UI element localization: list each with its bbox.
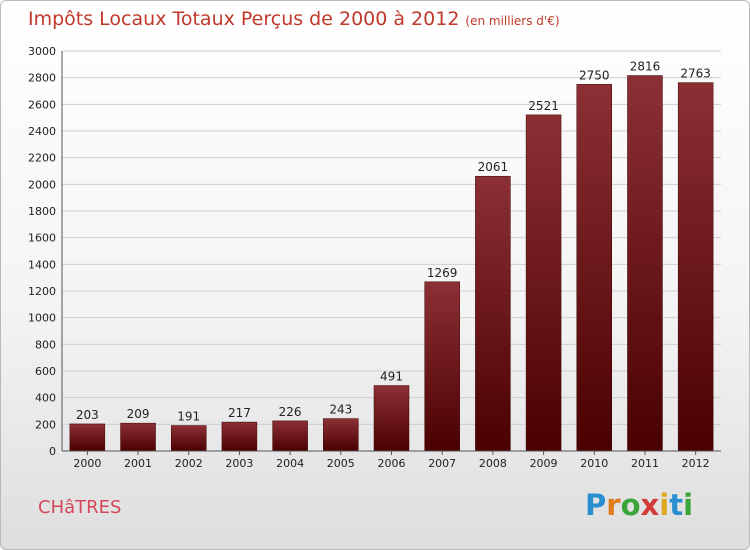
logo-letter: r	[606, 488, 621, 522]
x-tick-label: 2009	[530, 457, 558, 470]
y-tick-label: 2800	[28, 72, 56, 85]
x-tick-label: 2004	[276, 457, 304, 470]
chart-unit: (en milliers d'€)	[465, 14, 560, 28]
logo-letter: P	[585, 488, 607, 522]
x-tick-label: 2011	[631, 457, 659, 470]
bars	[69, 75, 714, 452]
bar-value-label: 2521	[528, 99, 559, 113]
chart-title-text: Impôts Locaux Totaux Perçus de 2000 à 20…	[28, 8, 460, 30]
y-tick-label: 200	[35, 418, 56, 431]
y-tick-label: 2400	[28, 125, 56, 138]
y-tick-label: 2200	[28, 152, 56, 165]
bar-value-label: 2750	[579, 68, 610, 82]
logo-letter: o	[620, 488, 641, 522]
x-tick-label: 2000	[73, 457, 101, 470]
x-tick-label: 2001	[124, 457, 152, 470]
x-tick-label: 2005	[327, 457, 355, 470]
place-name: CHâTRES	[38, 497, 122, 518]
y-tick-label: 2000	[28, 178, 56, 191]
bar-2012	[677, 82, 714, 452]
bar-value-label: 1269	[427, 266, 458, 280]
bar-value-label: 491	[380, 370, 403, 384]
y-tick-label: 3000	[28, 45, 56, 58]
y-tick-label: 600	[35, 365, 56, 378]
chart-title: Impôts Locaux Totaux Perçus de 2000 à 20…	[28, 8, 560, 30]
logo-letter: x	[640, 488, 660, 522]
bar-value-label: 191	[177, 410, 200, 424]
bar-2005	[323, 418, 359, 452]
bar-2011	[627, 75, 663, 452]
bar-value-label: 217	[228, 406, 251, 420]
bar-2003	[221, 421, 258, 452]
bar-value-label: 209	[127, 407, 150, 421]
y-tick-label: 1200	[28, 285, 56, 298]
x-tick-label: 2007	[428, 457, 456, 470]
bar-value-label: 203	[76, 408, 99, 422]
x-tick-label: 2008	[479, 457, 507, 470]
bar-value-label: 243	[329, 403, 352, 417]
bar-2008	[475, 175, 511, 452]
x-tick-label: 2003	[225, 457, 253, 470]
bar-value-label: 2061	[478, 160, 509, 174]
y-tick-label: 800	[35, 338, 56, 351]
x-tick-label: 2002	[175, 457, 203, 470]
x-tick-label: 2006	[378, 457, 406, 470]
axes: 0 200 400 600 800 1000 1200 1400 1600 1800 2000 220…	[28, 45, 721, 470]
bar-2006	[373, 385, 410, 452]
x-tick-label: 2010	[580, 457, 608, 470]
bar-value-label: 2763	[680, 67, 711, 81]
proxiti-logo: Proxiti	[585, 488, 693, 522]
y-tick-label: 400	[35, 392, 56, 405]
bar-2001	[120, 422, 156, 452]
logo-letter: i	[659, 488, 670, 522]
y-tick-label: 1400	[28, 258, 56, 271]
bar-value-label: 2816	[630, 60, 661, 74]
y-tick-label: 1600	[28, 232, 56, 245]
bar-2009	[525, 114, 562, 452]
y-tick-label: 1800	[28, 205, 56, 218]
bar-2000	[69, 423, 106, 452]
y-tick-label: 2600	[28, 98, 56, 111]
bar-2010	[576, 84, 613, 452]
bar-2002	[170, 425, 207, 452]
y-tick-label: 1000	[28, 312, 56, 325]
x-tick-label: 2012	[682, 457, 710, 470]
bar-2004	[272, 420, 308, 452]
y-tick-label: 0	[49, 445, 56, 458]
bar-2007	[424, 281, 460, 452]
logo-letter: t	[669, 488, 684, 522]
bar-value-label: 226	[279, 405, 302, 419]
logo-letter: i	[683, 488, 694, 522]
